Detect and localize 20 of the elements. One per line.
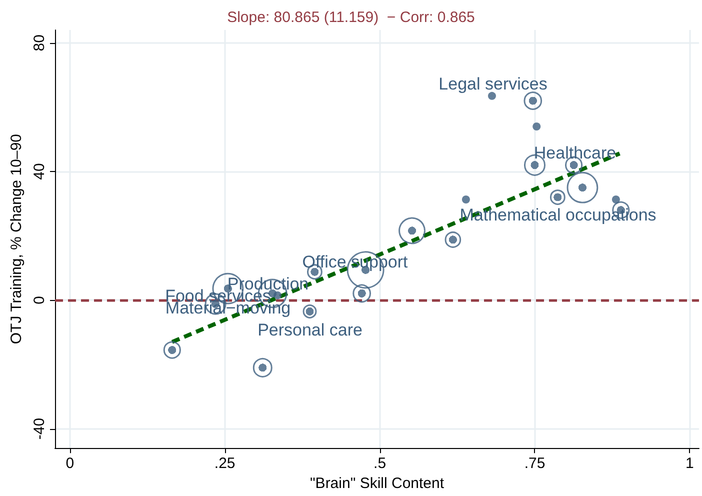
point xyxy=(488,92,496,100)
y-tick-label: 0 xyxy=(31,296,48,304)
y-tick-label: 80 xyxy=(31,34,48,52)
x-tick-label: .25 xyxy=(214,455,236,472)
annotation: Healthcare xyxy=(534,144,616,162)
x-tick-label: 0 xyxy=(66,455,74,472)
x-tick-label: 1 xyxy=(686,455,694,472)
y-tick-label: 40 xyxy=(31,163,48,180)
x-tick-label: .75 xyxy=(524,455,546,472)
point xyxy=(274,291,282,300)
x-axis-title: "Brain" Skill Content xyxy=(310,475,445,492)
point xyxy=(612,195,620,204)
y-axis-title: OTJ Training, % Change 10–90 xyxy=(8,134,26,344)
point xyxy=(462,195,470,204)
annotation: Legal services xyxy=(438,74,548,94)
annotation: Personal care xyxy=(258,320,362,340)
y-tick-label: -40 xyxy=(31,418,48,440)
point xyxy=(532,122,541,130)
x-tick-label: .5 xyxy=(374,455,386,472)
chart-title: Slope: 80.865 (11.159) − Corr: 0.865 xyxy=(227,9,475,26)
